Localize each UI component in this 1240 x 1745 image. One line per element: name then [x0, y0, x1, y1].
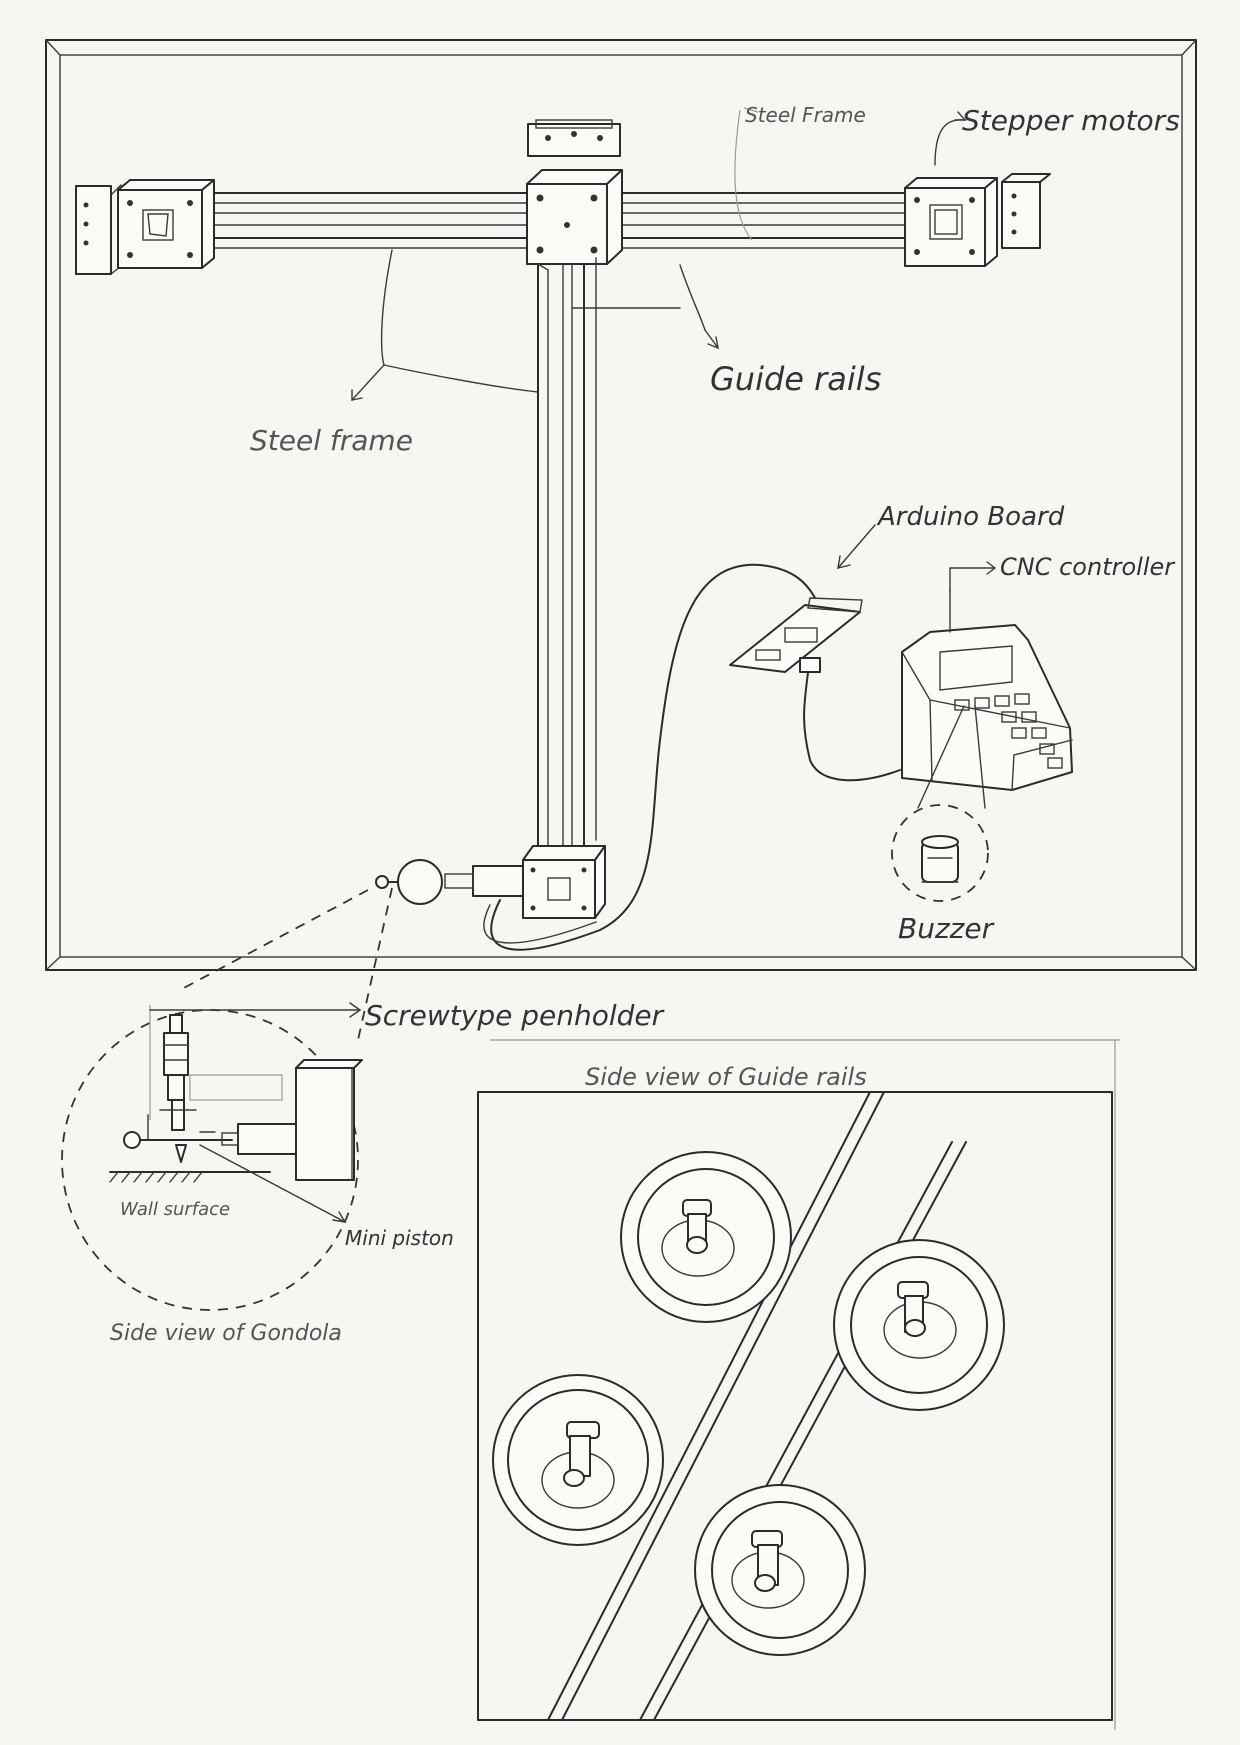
leader-arduino	[837, 524, 876, 569]
leader-guide-rails	[571, 264, 719, 350]
label-mini-piston: Mini piston	[345, 1226, 454, 1250]
left-stepper-motor	[117, 179, 215, 269]
cnc-controller	[901, 589, 1073, 791]
gondola-head	[375, 859, 524, 905]
label-steel-frame: Steel frame	[250, 424, 413, 457]
label-stepper-motors: Stepper motors	[962, 104, 1180, 137]
outer-board-frame	[45, 39, 1197, 971]
gondola-detail	[61, 887, 393, 1311]
label-side-view-gondola: Side view of Gondola	[110, 1321, 342, 1346]
guide-rails-side-view	[477, 1039, 1120, 1730]
buzzer-detail	[891, 705, 989, 902]
label-buzzer: Buzzer	[898, 912, 995, 945]
label-side-view-guide-rails: Side view of Guide rails	[585, 1063, 867, 1091]
signal-cable	[490, 563, 816, 951]
label-arduino-board: Arduino Board	[876, 502, 1065, 532]
right-stepper-motor	[904, 177, 998, 267]
label-steel-frame-top: Steel Frame	[745, 103, 866, 127]
leader-steel-frame-top	[734, 107, 759, 241]
arduino-board	[729, 597, 901, 782]
right-end-bracket	[1001, 173, 1051, 249]
label-cnc-controller: CNC controller	[1000, 553, 1176, 581]
center-carriage	[526, 119, 623, 265]
leader-cnc-controller	[949, 561, 997, 593]
label-screwtype-penholder: Screwtype penholder	[365, 999, 665, 1032]
bottom-carriage	[522, 845, 606, 919]
label-guide-rails: Guide rails	[710, 360, 881, 398]
leader-stepper-motors	[934, 111, 967, 166]
left-end-bracket	[75, 184, 122, 275]
vertical-guide-rails	[537, 257, 597, 846]
label-wall-surface: Wall surface	[120, 1199, 230, 1220]
leader-steel-frame	[351, 249, 539, 401]
